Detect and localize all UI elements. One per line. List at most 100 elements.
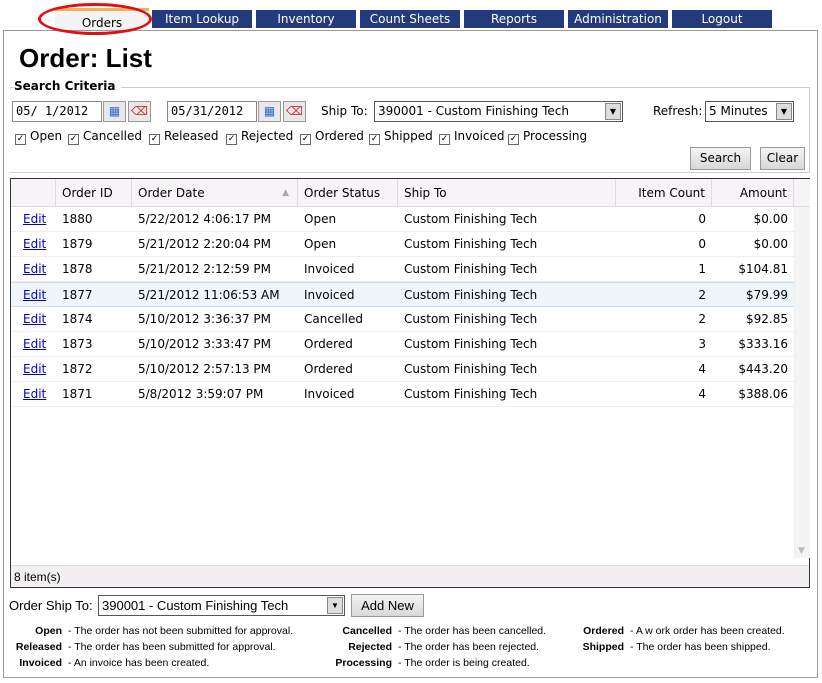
cell-amount: $388.06 (738, 387, 788, 401)
checkbox-cancelled[interactable]: ✓ Cancelled (68, 129, 142, 145)
cell-ship-to: Custom Finishing Tech (404, 262, 538, 276)
tab-count-sheets[interactable]: Count Sheets (360, 10, 460, 28)
cell-amount: $0.00 (753, 237, 788, 251)
sort-ascending-icon: ▲ (282, 188, 289, 198)
checkbox-released[interactable]: ✓ Released (149, 129, 219, 145)
column-header-order-date[interactable]: Order Date ▲ (132, 179, 298, 207)
legend-term: Released (15, 641, 62, 653)
tab-administration[interactable]: Administration (568, 10, 668, 28)
cell-amount: $79.99 (746, 288, 788, 302)
column-header-order-status[interactable]: Order Status (298, 179, 398, 207)
add-new-button[interactable]: Add New (351, 594, 424, 617)
refresh-select[interactable]: 5 Minutes ▼ (705, 101, 794, 122)
scroll-down-icon[interactable]: ▼ (798, 546, 805, 556)
grid-footer-item-count: 8 item(s) (11, 565, 809, 587)
status-legend-item: Rejected - The order has been rejected. (320, 641, 539, 653)
main-panel (3, 30, 818, 678)
edit-link[interactable]: Edit (23, 262, 47, 276)
cell-id: 1879 (62, 237, 93, 251)
edit-link[interactable]: Edit (23, 237, 47, 251)
cell-ship-to: Custom Finishing Tech (404, 312, 538, 326)
clear-button[interactable]: Clear (760, 147, 805, 170)
legend-term: Open (35, 625, 62, 637)
cell-count: 3 (698, 337, 706, 351)
column-header-item-count[interactable]: Item Count (616, 179, 712, 207)
search-criteria-legend: Search Criteria (14, 79, 122, 93)
eraser-icon[interactable]: ⌫ (128, 101, 151, 122)
edit-link[interactable]: Edit (23, 337, 47, 351)
cell-id: 1878 (62, 262, 93, 276)
legend-term: Invoiced (19, 657, 62, 669)
edit-link[interactable]: Edit (23, 288, 47, 302)
cell-amount: $443.20 (738, 362, 788, 376)
tab-item-lookup[interactable]: Item Lookup (152, 10, 252, 28)
tab-inventory[interactable]: Inventory (256, 10, 356, 28)
ship-to-value: 390001 - Custom Finishing Tech (378, 104, 569, 118)
checkbox-invoiced[interactable]: ✓ Invoiced (439, 129, 505, 145)
cell-ship-to: Custom Finishing Tech (404, 337, 538, 351)
order-ship-to-select[interactable]: 390001 - Custom Finishing Tech ▼ (98, 595, 345, 616)
status-legend-item: Shipped - The order has been shipped. (566, 641, 771, 653)
date-to-input[interactable]: 05/31/2012 (167, 101, 257, 122)
calendar-icon[interactable]: ▦ (103, 101, 126, 122)
edit-link[interactable]: Edit (23, 312, 47, 326)
cell-id: 1872 (62, 362, 93, 376)
vertical-scrollbar[interactable]: ▼ (794, 207, 810, 558)
tab-logout[interactable]: Logout (672, 10, 772, 28)
column-header-order-id[interactable]: Order ID (56, 179, 132, 207)
cell-ship-to: Custom Finishing Tech (404, 288, 538, 302)
cell-status: Open (304, 212, 337, 226)
cell-count: 0 (698, 237, 706, 251)
checkbox-processing[interactable]: ✓ Processing (508, 129, 588, 145)
cell-ship-to: Custom Finishing Tech (404, 237, 538, 251)
legend-description: - The order has been cancelled. (398, 625, 547, 637)
legend-description: - A w ork order has been created. (630, 625, 785, 637)
cell-count: 0 (698, 212, 706, 226)
eraser-icon[interactable]: ⌫ (283, 101, 306, 122)
status-legend-item: Open - The order has not been submitted f… (12, 625, 293, 637)
cell-status: Invoiced (304, 288, 355, 302)
date-from-input[interactable]: 05/ 1/2012 (12, 101, 102, 122)
edit-link[interactable]: Edit (23, 387, 47, 401)
scrollbar-header (794, 179, 810, 207)
table-row: Edit 1878 5/21/2012 2:12:59 PM Invoiced Cust… (11, 257, 794, 282)
cell-date: 5/21/2012 2:20:04 PM (138, 237, 272, 251)
tab-reports[interactable]: Reports (464, 10, 564, 28)
checkbox-label: Processing (523, 129, 588, 143)
cell-ship-to: Custom Finishing Tech (404, 212, 538, 226)
column-header-ship-to[interactable]: Ship To (398, 179, 616, 207)
cell-amount: $104.81 (738, 262, 788, 276)
search-button[interactable]: Search (690, 147, 751, 170)
cell-date: 5/10/2012 3:36:37 PM (138, 312, 272, 326)
legend-term: Cancelled (342, 625, 392, 637)
cell-date: 5/21/2012 2:12:59 PM (138, 262, 272, 276)
table-row: Edit 1874 5/10/2012 3:36:37 PM Cancelled Cus… (11, 307, 794, 332)
checkbox-label: Shipped (384, 129, 433, 143)
table-row: Edit 1880 5/22/2012 4:06:17 PM Open Custom F… (11, 207, 794, 232)
column-header-label: Order Date (138, 186, 205, 200)
cell-amount: $92.85 (746, 312, 788, 326)
cell-status: Ordered (304, 362, 353, 376)
ship-to-select[interactable]: 390001 - Custom Finishing Tech ▼ (374, 101, 623, 122)
column-header-edit (11, 179, 56, 207)
checkbox-rejected[interactable]: ✓ Rejected (226, 129, 294, 145)
checkbox-shipped[interactable]: ✓ Shipped (369, 129, 433, 145)
checkbox-label: Open (30, 129, 63, 143)
calendar-icon[interactable]: ▦ (258, 101, 281, 122)
cell-id: 1871 (62, 387, 93, 401)
checkbox-open[interactable]: ✓ Open (15, 129, 63, 145)
cell-id: 1880 (62, 212, 93, 226)
checkbox-label: Rejected (241, 129, 294, 143)
cell-date: 5/8/2012 3:59:07 PM (138, 387, 264, 401)
checkbox-label: Ordered (315, 129, 364, 143)
table-row: Edit 1871 5/8/2012 3:59:07 PM Invoiced Custo… (11, 382, 794, 407)
legend-description: - The order has been rejected. (398, 641, 540, 653)
legend-term: Shipped (582, 641, 624, 653)
checkbox-label: Invoiced (454, 129, 505, 143)
edit-link[interactable]: Edit (23, 212, 47, 226)
table-row: Edit 1879 5/21/2012 2:20:04 PM Open Custom F… (11, 232, 794, 257)
page-title: Order: List (19, 43, 152, 73)
checkbox-ordered[interactable]: ✓ Ordered (300, 129, 364, 145)
edit-link[interactable]: Edit (23, 362, 47, 376)
column-header-amount[interactable]: Amount (712, 179, 794, 207)
